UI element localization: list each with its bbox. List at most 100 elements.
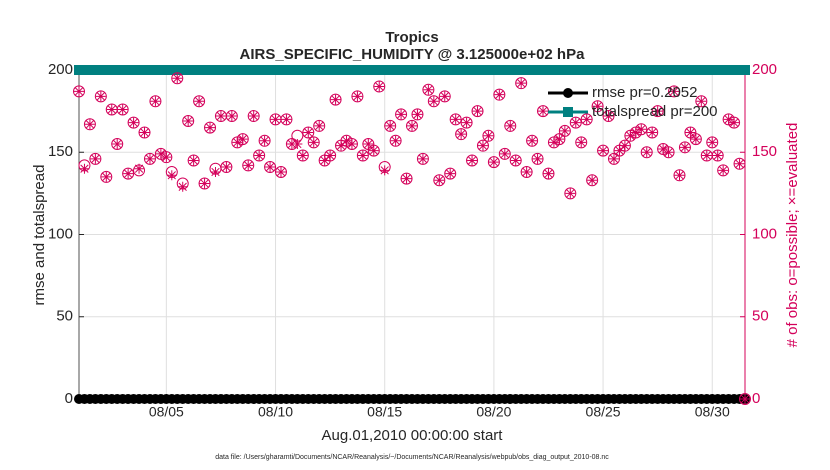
point bbox=[565, 65, 576, 75]
point bbox=[352, 91, 363, 102]
point bbox=[494, 65, 505, 75]
point bbox=[641, 65, 652, 75]
point bbox=[84, 65, 95, 75]
point bbox=[280, 113, 293, 126]
point bbox=[690, 65, 701, 75]
point bbox=[116, 103, 129, 116]
point bbox=[467, 65, 478, 75]
point bbox=[258, 134, 271, 147]
point bbox=[494, 89, 505, 100]
point bbox=[527, 135, 538, 146]
point bbox=[95, 65, 106, 75]
point bbox=[237, 65, 248, 75]
point bbox=[689, 133, 702, 146]
point bbox=[155, 148, 166, 159]
point bbox=[438, 90, 451, 103]
point bbox=[204, 121, 217, 134]
point bbox=[302, 126, 315, 139]
point bbox=[106, 65, 117, 75]
point bbox=[346, 65, 357, 75]
point bbox=[548, 65, 559, 75]
point bbox=[225, 110, 238, 123]
point bbox=[79, 65, 90, 75]
point bbox=[123, 65, 134, 75]
point bbox=[658, 65, 669, 75]
point bbox=[363, 139, 374, 150]
point bbox=[647, 65, 658, 75]
point bbox=[183, 65, 194, 75]
point bbox=[669, 86, 680, 97]
point bbox=[592, 101, 603, 112]
point bbox=[128, 117, 139, 128]
point bbox=[652, 106, 663, 117]
point bbox=[445, 168, 456, 179]
point bbox=[74, 86, 84, 97]
point bbox=[608, 153, 619, 164]
point bbox=[543, 65, 554, 75]
point bbox=[341, 135, 352, 146]
point bbox=[663, 65, 674, 75]
point bbox=[100, 170, 113, 183]
point bbox=[416, 152, 429, 165]
point bbox=[505, 65, 516, 75]
point bbox=[734, 158, 745, 169]
point bbox=[172, 65, 183, 75]
point bbox=[73, 85, 85, 98]
point bbox=[243, 160, 254, 171]
point bbox=[673, 169, 686, 182]
point bbox=[427, 95, 440, 108]
point bbox=[483, 65, 494, 75]
point bbox=[384, 119, 397, 132]
point bbox=[498, 147, 511, 160]
point bbox=[357, 65, 368, 75]
point bbox=[232, 137, 243, 148]
point bbox=[669, 65, 680, 75]
point bbox=[439, 65, 450, 75]
point bbox=[607, 152, 620, 165]
point bbox=[247, 110, 260, 123]
point bbox=[292, 139, 303, 150]
point bbox=[630, 65, 641, 75]
point bbox=[210, 65, 221, 75]
point bbox=[515, 77, 528, 90]
point bbox=[325, 150, 336, 161]
point bbox=[83, 118, 96, 131]
point bbox=[336, 140, 347, 151]
point bbox=[740, 65, 750, 75]
point bbox=[286, 139, 297, 150]
y2-tick-label: 100 bbox=[752, 225, 777, 242]
point bbox=[319, 155, 330, 166]
point bbox=[395, 108, 408, 121]
point bbox=[274, 165, 287, 178]
point bbox=[602, 110, 615, 123]
point bbox=[433, 174, 446, 187]
point bbox=[428, 65, 439, 75]
point bbox=[488, 65, 499, 75]
point bbox=[374, 65, 385, 75]
point bbox=[520, 165, 533, 178]
point bbox=[412, 109, 423, 120]
point bbox=[248, 65, 259, 75]
point bbox=[521, 65, 532, 75]
point bbox=[139, 127, 150, 138]
point bbox=[456, 65, 467, 75]
point bbox=[407, 65, 417, 75]
point bbox=[117, 104, 128, 115]
point bbox=[543, 168, 554, 179]
point bbox=[569, 116, 582, 129]
point bbox=[351, 90, 364, 103]
point bbox=[695, 95, 708, 108]
point bbox=[341, 65, 352, 75]
x-tick-label: 08/05 bbox=[149, 404, 184, 420]
point bbox=[729, 65, 740, 75]
point bbox=[161, 152, 172, 163]
point bbox=[296, 149, 309, 162]
point bbox=[651, 105, 664, 118]
y-tick-label: 200 bbox=[48, 61, 73, 78]
point bbox=[625, 65, 636, 75]
point bbox=[177, 181, 188, 192]
point bbox=[668, 85, 681, 98]
point bbox=[641, 147, 652, 158]
y2-axis-label: # of obs: o=possible; ×=evaluated bbox=[784, 123, 801, 348]
point bbox=[718, 165, 729, 176]
